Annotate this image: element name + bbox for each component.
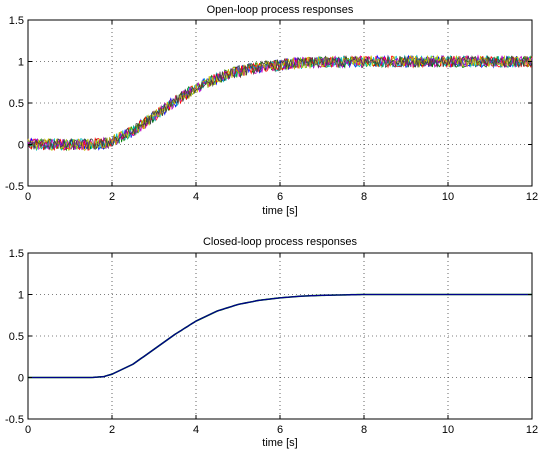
chart-title: Open-loop process responses [207, 4, 354, 16]
x-tick-label: 12 [526, 191, 538, 203]
x-tick-label: 8 [361, 424, 367, 436]
x-tick-label: 0 [25, 424, 31, 436]
x-tick-label: 10 [442, 191, 454, 203]
panel-open-loop: Open-loop process responses 0 2 4 6 8 10 12-0.… [5, 4, 538, 217]
tick-labels: 0 2 4 6 8 10 12-0.500.511.5 [5, 15, 538, 203]
x-tick-label: 12 [526, 424, 538, 436]
y-tick-label: 0.5 [9, 331, 24, 343]
y-tick-label: 0 [18, 373, 24, 385]
x-tick-label: 2 [109, 424, 115, 436]
x-axis-label: time [s] [262, 205, 297, 217]
series-line [27, 54, 533, 151]
y-tick-label: -0.5 [5, 414, 24, 426]
y-tick-label: 1 [18, 57, 24, 69]
x-tick-label: 10 [442, 424, 454, 436]
x-axis-label: time [s] [262, 437, 297, 449]
x-tick-label: 4 [193, 424, 199, 436]
series-group [28, 293, 532, 379]
x-tick-label: 6 [277, 424, 283, 436]
series-group [27, 54, 533, 152]
x-tick-label: 2 [109, 191, 115, 203]
series-line [27, 54, 533, 151]
series-line [28, 293, 532, 379]
y-tick-label: -0.5 [5, 181, 24, 193]
panel-closed-loop: Closed-loop process responses 0 2 4 6 8 10 12-… [5, 236, 538, 449]
x-tick-label: 4 [193, 191, 199, 203]
chart-title: Closed-loop process responses [203, 236, 358, 248]
y-tick-label: 0 [18, 140, 24, 152]
y-tick-label: 1.5 [9, 15, 24, 27]
y-tick-label: 1 [18, 290, 24, 302]
tick-labels: 0 2 4 6 8 10 12-0.500.511.5 [5, 248, 538, 436]
x-tick-label: 8 [361, 191, 367, 203]
y-tick-label: 1.5 [9, 248, 24, 260]
x-tick-label: 6 [277, 191, 283, 203]
x-tick-label: 0 [25, 191, 31, 203]
y-tick-label: 0.5 [9, 98, 24, 110]
